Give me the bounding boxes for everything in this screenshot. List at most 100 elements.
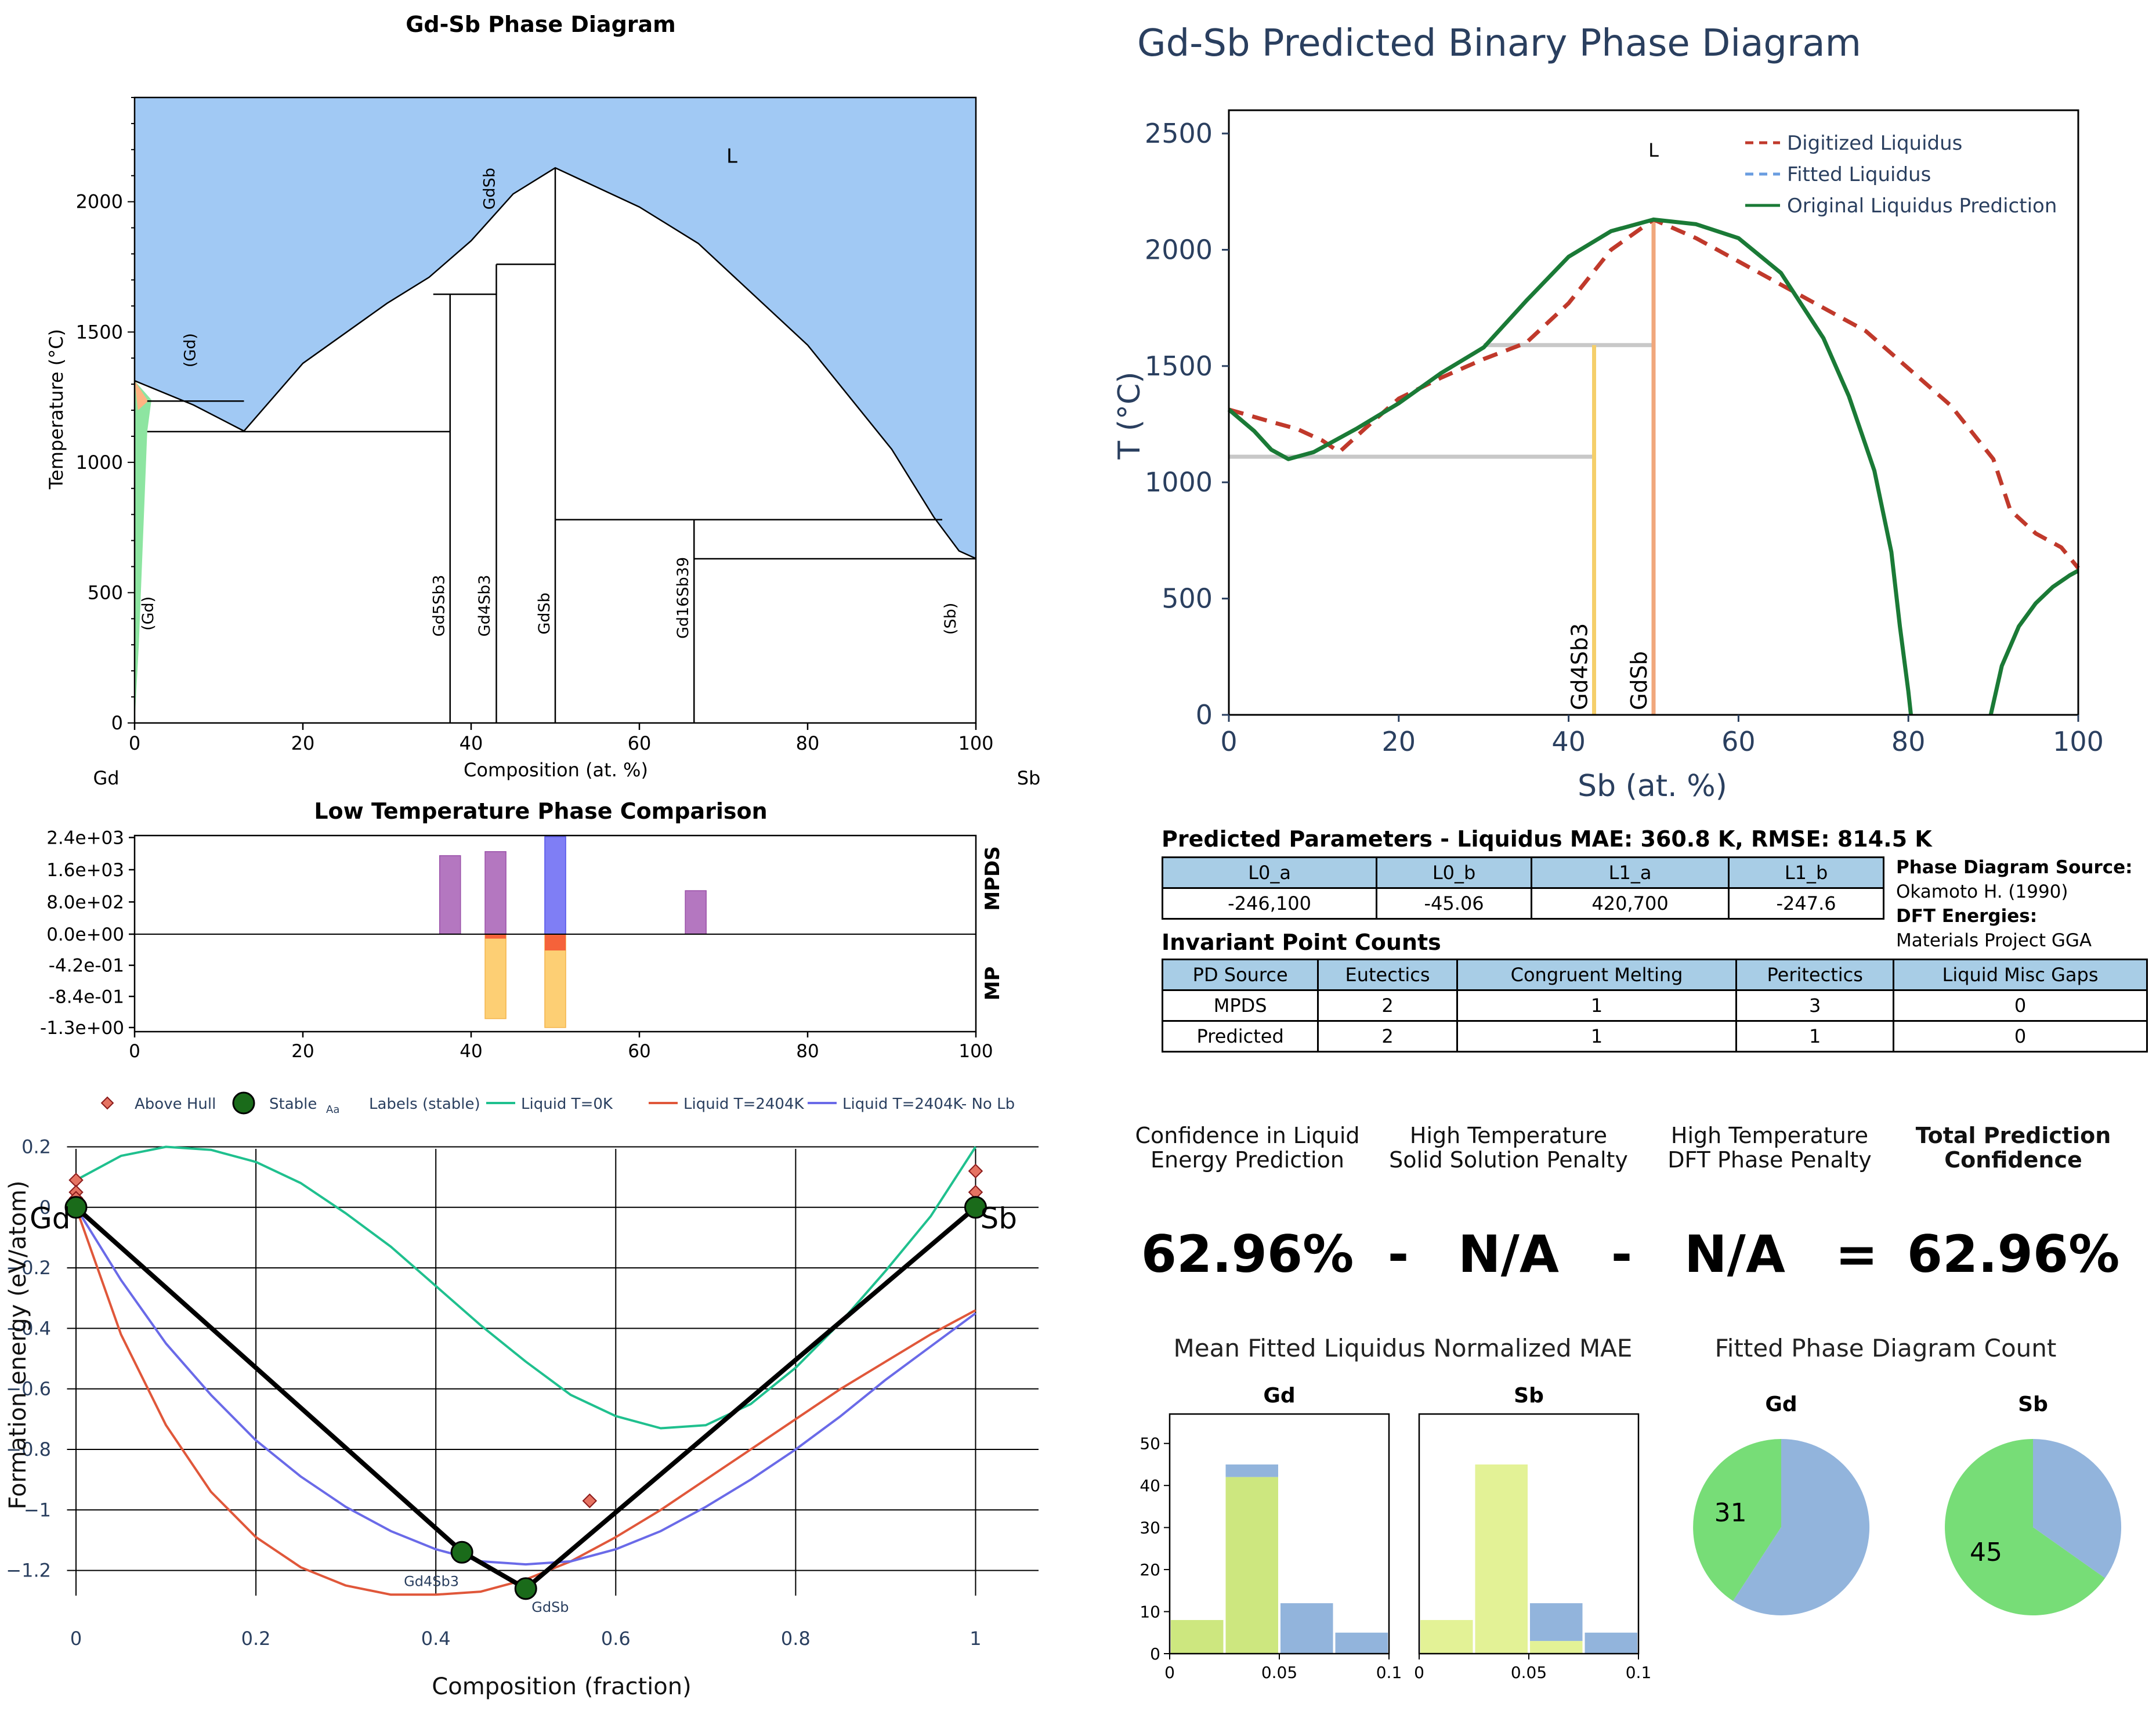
x-tick-label: 0.05: [1261, 1663, 1297, 1682]
legend-label: Labels (stable): [369, 1095, 480, 1113]
legend-label: Fitted Liquidus: [1787, 163, 1931, 186]
x-tick-label: 0.2: [241, 1628, 271, 1650]
y-tick-label: −0.2: [6, 1257, 51, 1279]
plot-area: 0 20 40 60 80 100 2.4e+03 1.6e+03 8.0e+02 0.0e+00…: [40, 827, 993, 1062]
stable-label-sb: Sb: [980, 1202, 1016, 1235]
histogram-sb: Sb 0 0.05 0.1: [1414, 1384, 1651, 1682]
y-tick-label: 50: [1140, 1434, 1160, 1453]
invariant-title: Invariant Point Counts: [1162, 930, 1441, 955]
stable-marker: [450, 1541, 473, 1564]
x-tick-label: 0.1: [1626, 1663, 1652, 1682]
x-tick-label: 20: [1382, 726, 1416, 757]
chart-title: Gd-Sb Phase Diagram: [406, 12, 676, 37]
histogram-bar: [1335, 1632, 1388, 1654]
pie-slice-label: 31: [1714, 1498, 1747, 1528]
table-cell: MPDS: [1161, 989, 1319, 1022]
compound-label-gdsb: GdSb: [536, 592, 554, 634]
y-tick-label: −0.4: [6, 1317, 51, 1339]
pie-slice: [1732, 1439, 1870, 1615]
x-tick-label: 1: [970, 1628, 981, 1650]
convex-hull-line: [74, 1205, 978, 1591]
dft-label: DFT Energies:: [1896, 906, 2038, 927]
mpds-bar: [544, 836, 566, 935]
y-tick-label: 1.6e+03: [46, 860, 124, 881]
y-tick-label: 2000: [1145, 234, 1213, 265]
y-tick-label: 1000: [76, 451, 123, 473]
stable-marker: [64, 1196, 88, 1219]
liquid-region: [135, 97, 976, 559]
x-tick-label: 80: [1891, 726, 1926, 757]
y-tick-label: −1.2: [6, 1560, 51, 1582]
x-tick-label: 0: [1164, 1663, 1175, 1682]
x-tick-label: 0: [70, 1628, 82, 1650]
x-tick-label: 80: [796, 732, 820, 754]
x-tick-label: 20: [291, 1041, 314, 1062]
y-tick-label: 500: [88, 581, 123, 603]
table-cell: 0: [1892, 1020, 2148, 1053]
table-cell: 3: [1735, 989, 1894, 1022]
above-hull-marker: [68, 1173, 84, 1188]
confidence-liquid-label: Confidence in Liquid Energy Prediction: [1135, 1123, 1360, 1173]
pie-title: Sb: [2018, 1393, 2048, 1416]
x-tick-label: 80: [796, 1041, 819, 1062]
column-header: Congruent Melting: [1456, 959, 1738, 991]
y-tick-label: 1500: [76, 321, 123, 343]
x-tick-label: 100: [958, 1041, 993, 1062]
pd-source-label: Phase Diagram Source:: [1896, 857, 2133, 878]
legend-label: Stable: [269, 1095, 317, 1113]
histogram-bar: [1530, 1641, 1583, 1654]
region-label-gd: (Gd): [139, 596, 157, 631]
above-hull-marker: [968, 1163, 983, 1178]
y-tick-label: 8.0e+02: [46, 892, 124, 913]
table-cell: 2: [1317, 1020, 1458, 1053]
chart-title: Gd-Sb Predicted Binary Phase Diagram: [1137, 22, 1861, 65]
x-tick-label: 0.8: [781, 1628, 811, 1650]
stable-marker: [964, 1196, 987, 1219]
x-tick-label: 0: [129, 732, 140, 754]
x-tick-label: 100: [958, 732, 993, 754]
gd-high-temp-region: [135, 381, 149, 410]
histogram-bar: [1475, 1464, 1528, 1654]
operator-minus: -: [1387, 1224, 1409, 1284]
y-tick-label: −1: [24, 1499, 51, 1521]
above-hull-marker: [968, 1184, 983, 1200]
table-cell: 1: [1456, 1020, 1738, 1053]
plot-frame: [1418, 1413, 1640, 1655]
y-tick-label: 500: [1162, 583, 1213, 614]
histogram-bar: [1585, 1632, 1637, 1654]
histogram-bar: [1280, 1603, 1333, 1654]
y-tick-label: -8.4e-01: [49, 986, 124, 1007]
column-header: PD Source: [1161, 959, 1319, 991]
pie-slice: [2033, 1439, 2122, 1578]
dft-phase-penalty-value: N/A: [1684, 1224, 1785, 1284]
legend: Digitized Liquidus Fitted Liquidus Origina…: [1745, 132, 2057, 218]
operator-minus: -: [1611, 1224, 1633, 1284]
mp-bar-hull: [545, 934, 566, 951]
plot-frame: [1228, 109, 2079, 716]
y-axis-label: T (°C): [1112, 371, 1147, 460]
y-tick-label: -1.3e+00: [40, 1018, 124, 1039]
compound-label-gd16sb39: Gd16Sb39: [674, 557, 692, 639]
y-tick-label: 40: [1140, 1476, 1160, 1495]
panel-label-mpds: MPDS: [981, 846, 1004, 910]
y-tick-label: 0: [1150, 1644, 1160, 1664]
x-tick-label: 60: [628, 1041, 650, 1062]
legend-label: Digitized Liquidus: [1787, 132, 1962, 155]
table-cell: 420,700: [1530, 887, 1730, 920]
compound-label-gd4sb3: Gd4Sb3: [1567, 623, 1593, 710]
mae-chart-title: Mean Fitted Liquidus Normalized MAE: [1174, 1334, 1633, 1362]
table-cell: 1: [1456, 989, 1738, 1022]
table-header-row: PD Source Eutectics Congruent Melting Pe…: [1161, 959, 2148, 991]
column-header: L0_a: [1161, 856, 1378, 889]
legend-above-hull-marker: [100, 1096, 114, 1110]
stable-marker: [514, 1577, 537, 1600]
compound-label-gd5sb3: Gd5Sb3: [431, 575, 448, 637]
table-cell: -246,100: [1161, 887, 1378, 920]
x-tick-label: 40: [1551, 726, 1586, 757]
column-header: L1_a: [1530, 856, 1730, 889]
region-label-gd: (Gd): [181, 333, 199, 367]
column-header: L0_b: [1376, 856, 1532, 889]
mae-and-count-charts: Mean Fitted Liquidus Normalized MAE Fitt…: [1140, 1334, 2122, 1682]
count-chart-title: Fitted Phase Diagram Count: [1715, 1334, 2057, 1362]
